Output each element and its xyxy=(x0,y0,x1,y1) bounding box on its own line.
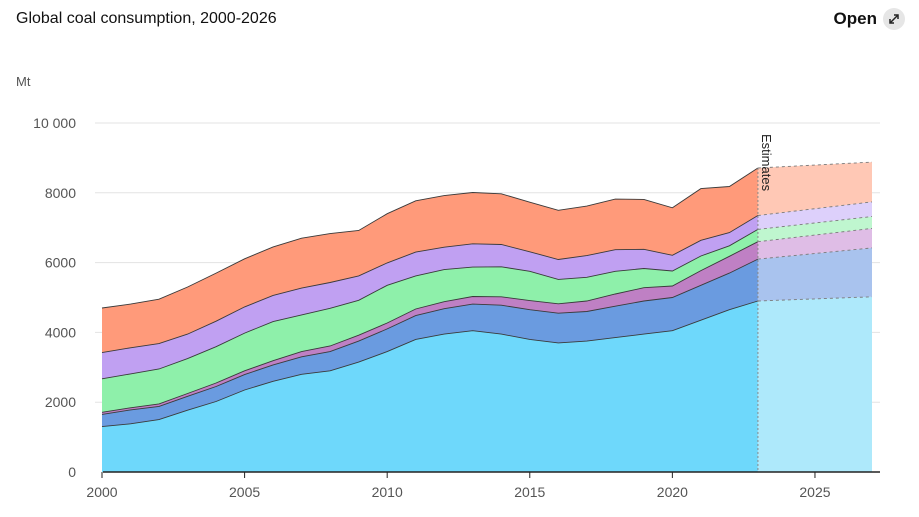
area-series-2 xyxy=(102,259,758,427)
expand-arrows-icon xyxy=(883,8,905,30)
series-boundary-estimate-line xyxy=(757,216,873,230)
area-series-5 xyxy=(102,215,758,379)
series-boundary-line xyxy=(101,167,759,309)
area-series-4-estimate xyxy=(757,216,872,242)
estimates-annotation: Estimates xyxy=(759,134,774,192)
series-boundary-estimate-line xyxy=(757,247,873,260)
series-boundary-estimate-line xyxy=(757,296,873,302)
x-tick-label: 2015 xyxy=(514,484,545,500)
series-boundary-line xyxy=(101,300,759,428)
y-tick-label: 10 000 xyxy=(33,115,76,131)
open-button[interactable]: Open xyxy=(834,8,905,30)
area-series-2-estimate xyxy=(757,247,872,301)
open-button-label: Open xyxy=(833,9,877,28)
x-tick-label: 2000 xyxy=(86,484,117,500)
y-axis-unit-label: Mt xyxy=(16,74,31,89)
series-boundary-estimate-line xyxy=(757,227,873,243)
x-tick-label: 2020 xyxy=(657,484,688,500)
series-boundary-line xyxy=(101,229,759,380)
area-series-6-estimate xyxy=(757,162,872,216)
x-tick-label: 2005 xyxy=(229,484,260,500)
area-series-5-estimate xyxy=(757,201,872,230)
area-series-1 xyxy=(102,301,758,472)
area-series-3-estimate xyxy=(757,228,872,260)
series-boundary-estimate-line xyxy=(757,161,873,169)
chart-title: Global coal consumption, 2000-2026 xyxy=(16,10,277,27)
area-series-6 xyxy=(102,168,758,353)
y-tick-label: 6000 xyxy=(45,255,76,271)
series-boundary-line xyxy=(101,241,759,413)
y-tick-label: 8000 xyxy=(45,185,76,201)
series-boundary-line xyxy=(101,215,759,354)
y-tick-label: 0 xyxy=(68,464,76,480)
x-tick-label: 2025 xyxy=(799,484,830,500)
series-boundary-line xyxy=(101,258,759,415)
y-tick-label: 2000 xyxy=(45,394,76,410)
series-boundary-estimate-line xyxy=(757,201,873,216)
area-series-1-estimate xyxy=(757,296,872,472)
y-tick-label: 4000 xyxy=(45,324,76,340)
x-tick-label: 2010 xyxy=(372,484,403,500)
area-series-4 xyxy=(102,229,758,413)
